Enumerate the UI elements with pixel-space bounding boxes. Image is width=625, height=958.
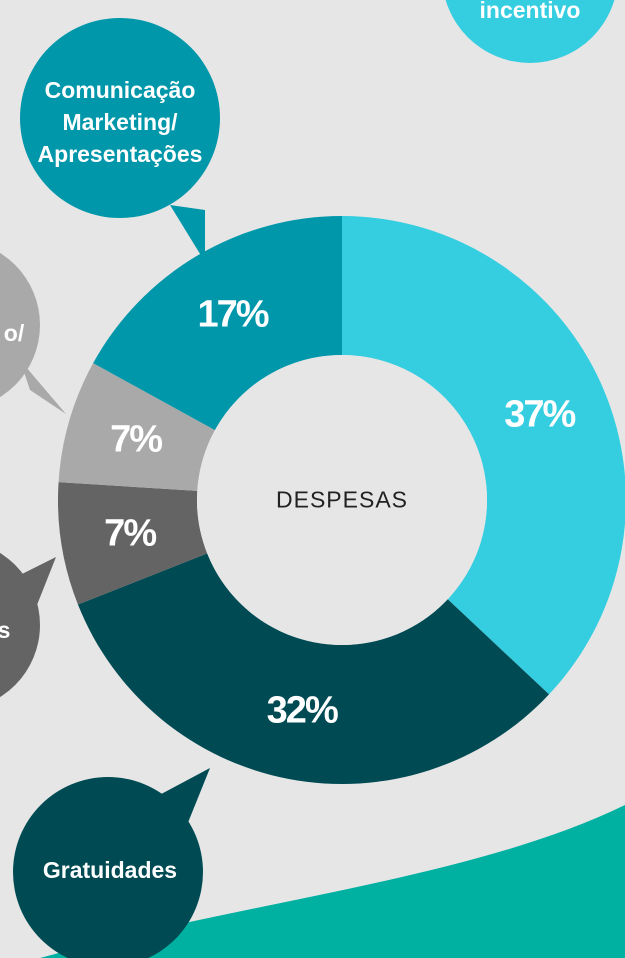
bubble bbox=[0, 552, 40, 698]
category-label: incentivo bbox=[479, 0, 581, 23]
category-label: o/ bbox=[3, 320, 25, 346]
donut-slice bbox=[77, 553, 550, 784]
value-label: 7% bbox=[104, 512, 157, 555]
donut-slice bbox=[93, 216, 342, 431]
value-label: 37% bbox=[504, 393, 576, 436]
bubble bbox=[13, 777, 203, 958]
value-label: 7% bbox=[110, 418, 163, 461]
category-label: s bbox=[0, 617, 11, 643]
donut-hole bbox=[197, 355, 487, 645]
donut-slice bbox=[342, 216, 625, 695]
donut-slice bbox=[58, 482, 208, 605]
donut-slice bbox=[58, 363, 215, 491]
wave bbox=[40, 805, 625, 958]
bubble-tail bbox=[150, 768, 210, 830]
value-label: 17% bbox=[197, 293, 270, 336]
bubble bbox=[0, 252, 40, 398]
category-label: Comunicação Marketing/ Apresentações bbox=[37, 77, 203, 167]
value-label: 32% bbox=[266, 689, 339, 732]
category-label: Gratuidades bbox=[42, 857, 178, 883]
bubble-tail bbox=[170, 205, 205, 262]
center-label: DESPESAS bbox=[276, 486, 408, 513]
bubble bbox=[20, 18, 220, 218]
bubble-tail bbox=[20, 557, 56, 610]
bubble-tail bbox=[20, 360, 66, 414]
bubble bbox=[445, 0, 615, 63]
